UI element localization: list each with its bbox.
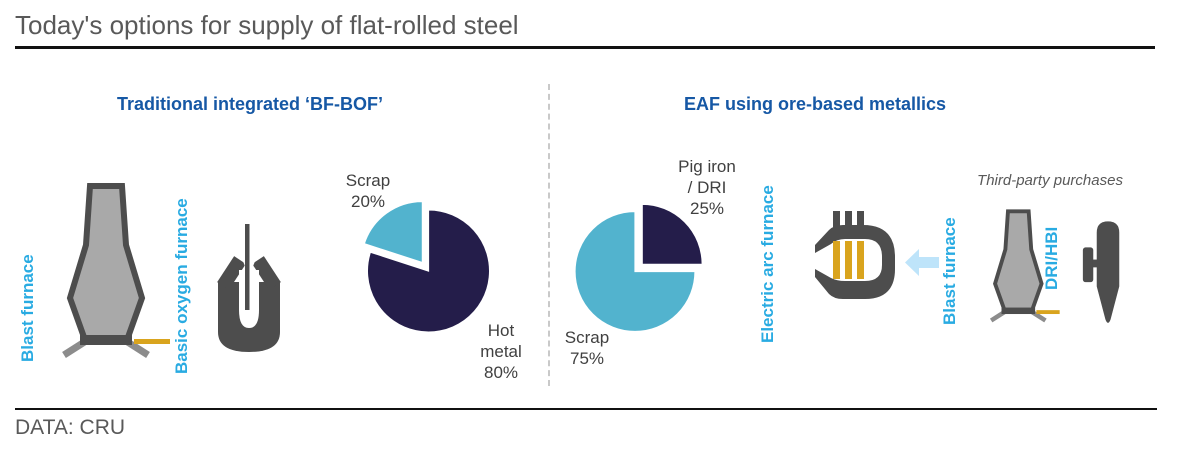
- panel-heading-bf-bof: Traditional integrated ‘BF-BOF’: [116, 94, 383, 114]
- basic-oxygen-furnace-icon: [217, 224, 281, 352]
- basic-oxygen-furnace-label: Basic oxygen furnace: [172, 198, 191, 374]
- pie-callout-scrap-20: Scrap 20%: [345, 171, 391, 211]
- pie-callout-hot-metal-80: Hot metal 80%: [480, 321, 522, 382]
- panel-heading-eaf: EAF using ore-based metallics: [683, 94, 947, 114]
- blast-furnace-label-left: Blast furnace: [18, 254, 37, 362]
- pie-callout-pig-iron-25: Pig iron / DRI 25%: [678, 157, 736, 218]
- dri-hbi-label: DRI/HBI: [1042, 226, 1061, 290]
- arrow-left-icon: [905, 249, 939, 276]
- page-title: Today's options for supply of flat-rolle…: [15, 10, 519, 40]
- pie-slice-hot-metal: [366, 209, 491, 333]
- footer-rule: [15, 408, 1157, 410]
- blast-furnace-small-icon: [989, 209, 1060, 323]
- panel-divider: [548, 84, 550, 386]
- third-party-purchases-label: Third-party purchases: [977, 172, 1123, 189]
- data-source: DATA: CRU: [15, 416, 126, 439]
- electric-arc-furnace-label: Electric arc furnace: [758, 185, 777, 343]
- electric-arc-furnace-icon: [815, 211, 895, 299]
- dri-hbi-icon: [1082, 221, 1120, 323]
- pie-slice-pig-iron-dri: [641, 203, 703, 265]
- pie-slice-scrap: [363, 200, 424, 264]
- blast-furnace-label-right: Blast furnace: [940, 217, 959, 325]
- pie-slice-scrap: [574, 210, 696, 333]
- title-underline: [15, 46, 1155, 49]
- bf-bof-pie-chart: [363, 200, 491, 333]
- blast-furnace-icon: [62, 183, 170, 358]
- pie-callout-scrap-75: Scrap 75%: [564, 328, 610, 368]
- eaf-pie-chart: [574, 203, 703, 333]
